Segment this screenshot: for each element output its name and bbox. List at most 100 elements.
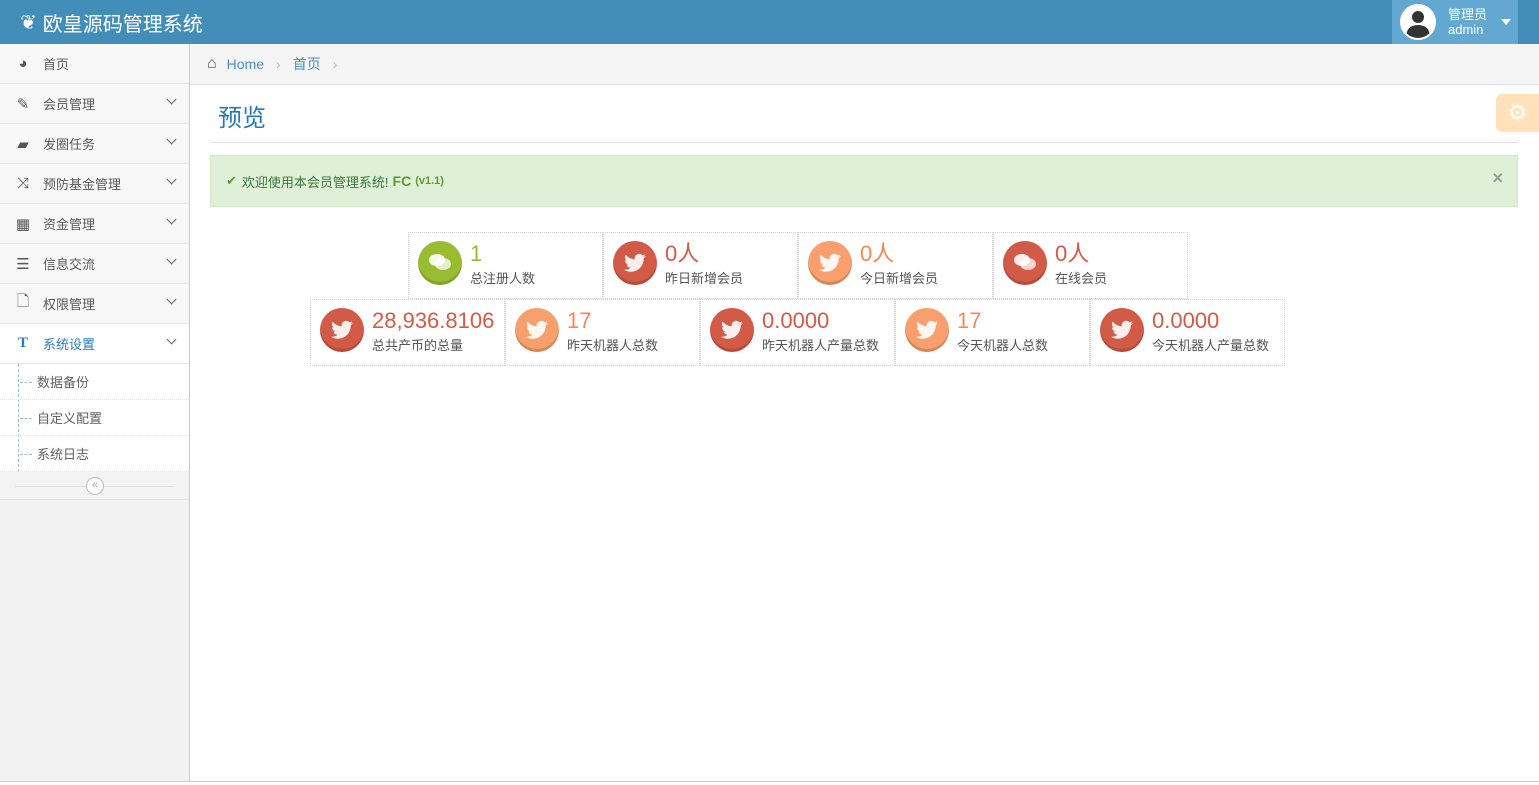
breadcrumb-separator: › [332, 56, 338, 72]
chevron-down-icon [166, 174, 177, 185]
alert-version: (v1.1) [415, 175, 444, 187]
stat-label: 昨天机器人产量总数 [762, 338, 880, 353]
stat-value: 28,936.8106 [372, 308, 495, 333]
stat-value: 17 [957, 308, 982, 333]
caret-down-icon [1501, 19, 1512, 25]
stat-label: 今天机器人产量总数 [1152, 338, 1270, 353]
label: 信息交流 [43, 257, 96, 272]
gear-icon[interactable]: ⚙ [1496, 94, 1539, 132]
page-title: 预览 [218, 105, 266, 132]
divider [0, 781, 1539, 782]
stat-value: 0.0000 [762, 308, 830, 333]
stats-row: 28,936.8106 总共产币的总量 17 昨天机器人总数 0.0000 昨天… [310, 299, 1285, 366]
navbar: ❦ 欧皇源码管理系统 管理员 admin [0, 0, 1539, 44]
stat-value: 1 [470, 241, 483, 266]
home-icon: ⌂ [207, 55, 217, 72]
label: 系统设置 [43, 337, 96, 352]
leaf-icon: ❦ [20, 12, 37, 34]
stat-box: 28,936.8106 总共产币的总量 [310, 299, 505, 366]
twitter-icon [1100, 308, 1144, 352]
chevron-down-icon [166, 254, 177, 265]
sidebar-item-finance[interactable]: ▦ 资金管理 [0, 204, 189, 244]
stat-label: 总注册人数 [470, 271, 536, 286]
stat-box: 17 今天机器人总数 [895, 299, 1090, 366]
twitter-icon [613, 241, 657, 285]
sidebar-item-home[interactable]: ◕ 首页 [0, 44, 189, 84]
label: 资金管理 [43, 217, 96, 232]
sidebar-collapse: « [0, 472, 189, 500]
check-icon: ✔ [226, 173, 237, 188]
stat-value: 17 [567, 308, 592, 333]
brand-title: 欧皇源码管理系统 [42, 14, 203, 36]
list-icon: ☰ [16, 255, 30, 273]
text-icon: T [17, 335, 28, 351]
label: 发圈任务 [43, 137, 96, 152]
twitter-icon [320, 308, 364, 352]
breadcrumb: ⌂ Home › 首页 › [190, 44, 1539, 85]
stat-box: 0人 昨日新增会员 [603, 232, 798, 299]
submenu-item-logs[interactable]: 系统日志 [0, 436, 189, 472]
chevron-down-icon [166, 334, 177, 345]
stat-label: 在线会员 [1055, 271, 1108, 286]
chevron-down-icon [166, 214, 177, 225]
stat-value: 0人 [665, 241, 700, 266]
file-icon: 🗋 [16, 293, 30, 310]
stat-value: 0人 [1055, 241, 1090, 266]
alert-brand: FC [392, 173, 412, 189]
sidebar-item-permissions[interactable]: 🗋 权限管理 [0, 284, 189, 324]
label: 预防基金管理 [43, 177, 122, 192]
comments-icon [418, 241, 462, 285]
stat-label: 今日新增会员 [860, 271, 939, 286]
user-name: admin [1448, 22, 1484, 37]
stat-box: 0.0000 今天机器人产量总数 [1090, 299, 1285, 366]
stat-box: 0人 今日新增会员 [798, 232, 993, 299]
double-angle-left-icon[interactable]: « [86, 477, 104, 495]
submenu-item-config[interactable]: 自定义配置 [0, 400, 189, 436]
stat-value: 0.0000 [1152, 308, 1220, 333]
stat-label: 总共产币的总量 [372, 338, 464, 353]
edit-icon: ✎ [16, 95, 30, 113]
user-role: 管理员 [1448, 7, 1488, 22]
label: 会员管理 [43, 97, 96, 112]
user-menu[interactable]: 管理员 admin [1392, 0, 1518, 44]
stat-box: 0.0000 昨天机器人产量总数 [700, 299, 895, 366]
sidebar: ◕ 首页 ✎ 会员管理 ▰ 发圈任务 ⤨ 预防基金管理 ▦ 资金管理 ☰ 信息交流 🗋 权限管… [0, 44, 190, 782]
chevron-down-icon [166, 294, 177, 305]
welcome-alert: ✔ 欢迎使用本会员管理系统! FC (v1.1) × [210, 155, 1518, 207]
breadcrumb-separator: › [276, 56, 281, 72]
twitter-icon [515, 308, 559, 352]
comments-icon [1003, 241, 1047, 285]
sidebar-item-messages[interactable]: ☰ 信息交流 [0, 244, 189, 284]
submenu-item-backup[interactable]: 数据备份 [0, 364, 189, 400]
breadcrumb-current[interactable]: 首页 [292, 56, 321, 72]
divider [210, 142, 1518, 143]
sidebar-item-tasks[interactable]: ▰ 发圈任务 [0, 124, 189, 164]
stat-box: 1 总注册人数 [408, 232, 603, 299]
stat-label: 昨日新增会员 [665, 271, 744, 286]
twitter-icon [808, 241, 852, 285]
chevron-down-icon [166, 94, 177, 105]
label: 首页 [43, 57, 70, 72]
sidebar-item-fund[interactable]: ⤨ 预防基金管理 [0, 164, 189, 204]
close-icon[interactable]: × [1492, 168, 1503, 188]
stats-row: 1 总注册人数 0人 昨日新增会员 0人 今日新增会员 0人 在线会员 [408, 232, 1188, 299]
submenu-settings: 数据备份 自定义配置 系统日志 [0, 364, 189, 472]
random-icon: ⤨ [16, 175, 29, 192]
dashboard-icon: ◕ [18, 55, 28, 72]
avatar [1400, 4, 1436, 40]
stat-label: 今天机器人总数 [957, 338, 1049, 353]
twitter-icon [905, 308, 949, 352]
sidebar-item-members[interactable]: ✎ 会员管理 [0, 84, 189, 124]
stat-box: 0人 在线会员 [993, 232, 1188, 299]
alert-text: 欢迎使用本会员管理系统! [241, 174, 389, 190]
chevron-down-icon [166, 134, 177, 145]
label: 权限管理 [43, 297, 96, 312]
stat-box: 17 昨天机器人总数 [505, 299, 700, 366]
twitter-icon [710, 308, 754, 352]
stat-value: 0人 [860, 241, 895, 266]
brand[interactable]: ❦ 欧皇源码管理系统 [20, 8, 203, 37]
sidebar-item-settings[interactable]: T 系统设置 [0, 324, 189, 364]
calendar-icon: ▦ [15, 215, 31, 233]
breadcrumb-home[interactable]: Home [226, 56, 265, 72]
stat-label: 昨天机器人总数 [567, 338, 659, 353]
